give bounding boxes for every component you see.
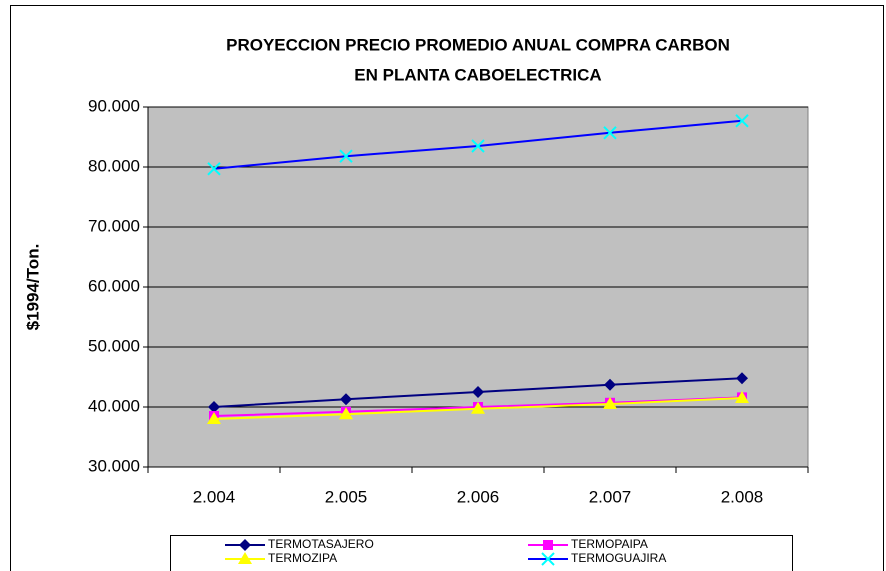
legend-marker [543, 540, 553, 550]
x-tick-label: 2.005 [325, 487, 368, 506]
legend-label: TERMOTASAJERO [268, 537, 374, 551]
data-point [472, 386, 484, 398]
y-axis-title: $1994/Ton. [23, 244, 42, 331]
legend-marker [239, 539, 251, 551]
legend-label: TERMOGUAJIRA [571, 551, 666, 565]
data-point [207, 412, 221, 424]
y-tick-label: 40.000 [88, 396, 140, 415]
data-point [735, 391, 749, 403]
legend-label: TERMOZIPA [268, 551, 337, 565]
chart-title: PROYECCION PRECIO PROMEDIO ANUAL COMPRA … [226, 35, 730, 54]
data-point [208, 401, 220, 413]
y-tick-label: 60.000 [88, 276, 140, 295]
x-tick-label: 2.007 [589, 487, 632, 506]
chart-title: EN PLANTA CABOELECTRICA [354, 65, 601, 84]
data-point [603, 397, 617, 409]
y-tick-label: 90.000 [88, 96, 140, 115]
data-point [603, 126, 617, 140]
x-tick-label: 2.006 [457, 487, 500, 506]
legend-marker [541, 552, 555, 566]
data-point [736, 372, 748, 385]
x-tick-label: 2.008 [721, 487, 764, 506]
y-tick-label: 80.000 [88, 156, 140, 175]
data-point [339, 407, 353, 420]
data-point [340, 393, 352, 406]
data-point [471, 139, 485, 153]
legend-marker [238, 552, 252, 564]
y-tick-label: 30.000 [88, 456, 140, 475]
data-point [735, 114, 749, 128]
y-tick-label: 50.000 [88, 336, 140, 355]
data-point [339, 149, 353, 163]
legend-label: TERMOPAIPA [571, 537, 648, 551]
data-point [604, 378, 616, 391]
x-tick-label: 2.004 [193, 487, 236, 506]
legend-box [170, 535, 793, 571]
data-point [207, 162, 221, 176]
y-tick-label: 70.000 [88, 216, 140, 235]
data-point [471, 401, 485, 414]
